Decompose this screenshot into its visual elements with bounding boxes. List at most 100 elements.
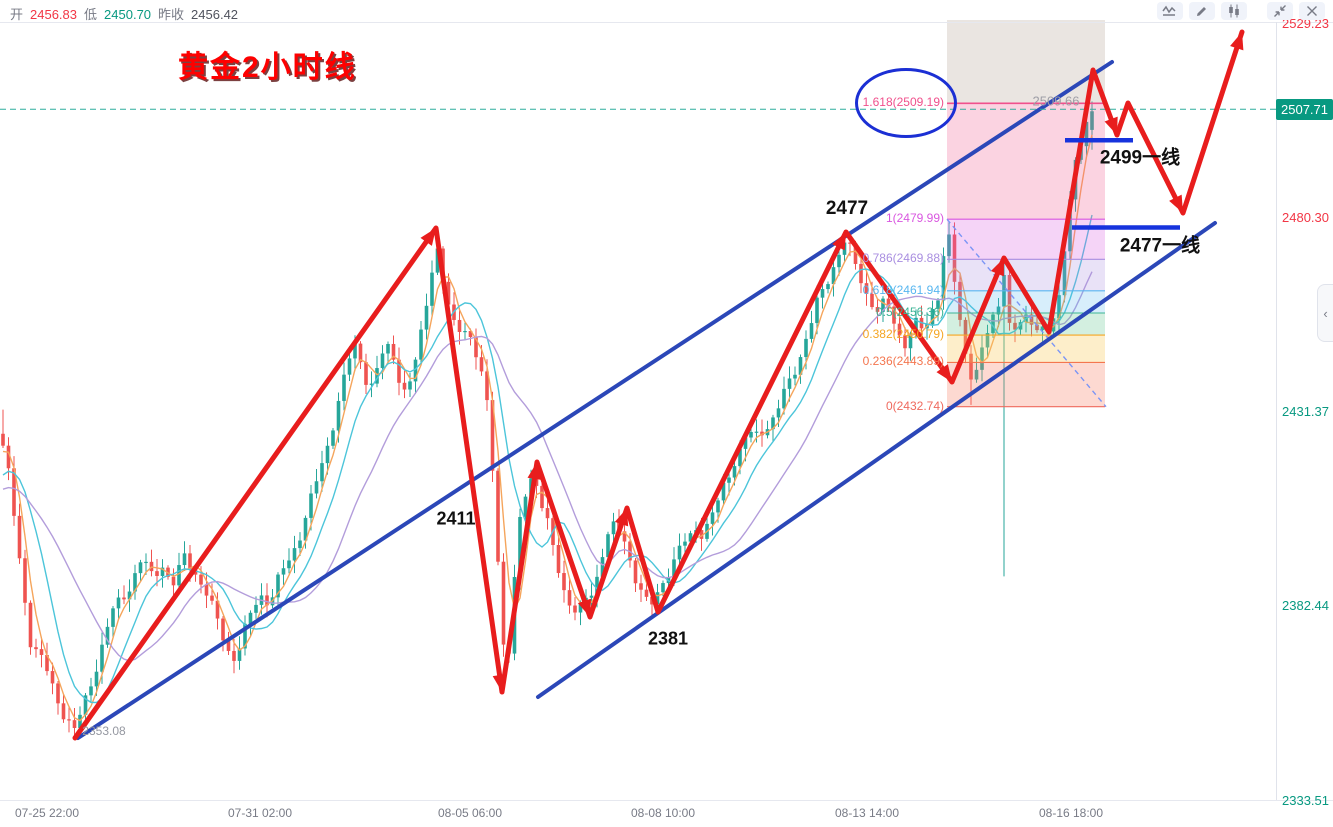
candle-body [12,468,16,516]
candle-body [83,695,88,715]
candle-body [39,649,44,655]
fib-band [947,362,1105,407]
candle-body [655,592,660,605]
sidebar-collapse-handle[interactable]: ‹ [1317,284,1333,342]
candle-body [908,334,913,349]
open-value: 2456.83 [30,7,78,22]
candle-body [468,331,473,338]
candle-body [567,590,572,606]
chart-title: 黄金2小时线 [178,51,357,84]
candle-body [578,602,583,613]
fib-target-ellipse[interactable] [855,68,957,138]
zigzag-arrowhead [1104,116,1118,135]
candle-body [661,583,665,593]
candle-body [369,383,374,385]
candle-body [716,500,720,513]
time-axis-label[interactable]: 08-13 14:00 [834,806,900,820]
candles-icon[interactable] [1221,2,1247,20]
time-axis-label[interactable]: 08-16 18:00 [1038,806,1104,820]
candle-body [226,640,231,651]
price-axis-label[interactable]: 2333.51 [1282,792,1329,808]
candle-body [204,584,209,596]
candle-body [672,559,676,578]
peak-price-2477: 2477 [825,198,869,219]
price-axis-label[interactable]: 2480.30 [1282,210,1329,225]
candle-body [771,417,775,430]
indicator-icon[interactable] [1157,2,1183,20]
candle-body [78,714,82,728]
current-price-badge: 2507.71 [1276,98,1333,120]
candlestick-series[interactable] [1,101,1094,738]
candle-body [265,595,269,606]
candle-body [897,323,902,336]
support-level-lines[interactable] [1065,137,1180,230]
fib-extension-drawing[interactable] [946,20,1107,408]
candle-body [314,481,319,494]
fib-level-label: 0.5(2456.36) [875,305,944,319]
toolbar-divider [1253,2,1261,20]
candle-body [133,573,137,592]
candle-body [677,545,682,560]
candle-body [1040,326,1045,331]
candle-body [276,574,280,598]
candle-body [864,283,869,294]
candle-body [793,374,797,379]
candle-body [501,561,506,645]
candle-body [336,400,341,431]
candle-body [424,305,429,330]
draw-icon[interactable] [1189,2,1215,20]
candle-body [1035,324,1039,331]
fib-level-label: 1(2479.99) [885,211,944,226]
candle-body [138,562,143,574]
time-axis-label[interactable]: 08-08 10:00 [630,806,696,820]
candle-body [397,359,401,383]
price-axis-label[interactable]: 2382.44 [1282,598,1329,614]
fib-level-label: 0.786(2469.88) [862,251,944,266]
candle-body [496,470,500,562]
candle-body [595,576,599,596]
candle-body [743,437,748,449]
candle-body [853,243,858,264]
candle-body [446,281,451,305]
candle-body [248,612,253,624]
candle-body [94,671,99,687]
candle-body [831,267,836,285]
channel-line[interactable] [76,60,1114,740]
time-axis-label[interactable]: 07-25 22:00 [14,806,80,820]
candle-body [886,298,891,307]
candle-body [342,374,346,401]
chevron-left-icon: ‹ [1323,305,1328,321]
candle-body [650,596,654,605]
candle-body [1,433,5,446]
label-2381: 2381 [647,628,689,649]
low-label: 低 [84,7,98,22]
label-2499-line: 2499一线 [1099,147,1181,169]
fib-band [947,335,1105,363]
label-2411: 2411 [436,508,476,529]
collapse-icon[interactable] [1267,2,1293,20]
candle-body [419,329,423,360]
candle-body [974,369,979,380]
forecast-zigzag-drawing[interactable] [72,29,1245,741]
trend-channel-lines[interactable] [76,60,1217,740]
close-icon[interactable] [1299,2,1325,20]
zigzag-arrowhead [832,232,846,251]
candle-body [562,573,566,591]
forecast-zigzag-path[interactable] [72,29,1245,741]
zigzag-arrowhead [492,674,507,692]
time-axis-separator [0,800,1333,801]
candle-body [914,317,918,335]
candle-body [809,323,814,339]
candle-body [188,553,192,570]
candle-body [17,515,22,559]
candle-body [298,540,302,549]
time-axis-label[interactable]: 08-05 06:00 [437,806,503,820]
price-axis-label[interactable]: 2431.37 [1282,404,1329,420]
channel-line[interactable] [536,221,1217,699]
candle-body [303,517,308,541]
time-axis-label[interactable]: 07-31 02:00 [227,806,293,820]
price-axis-separator [1276,22,1277,800]
candle-body [177,565,181,586]
